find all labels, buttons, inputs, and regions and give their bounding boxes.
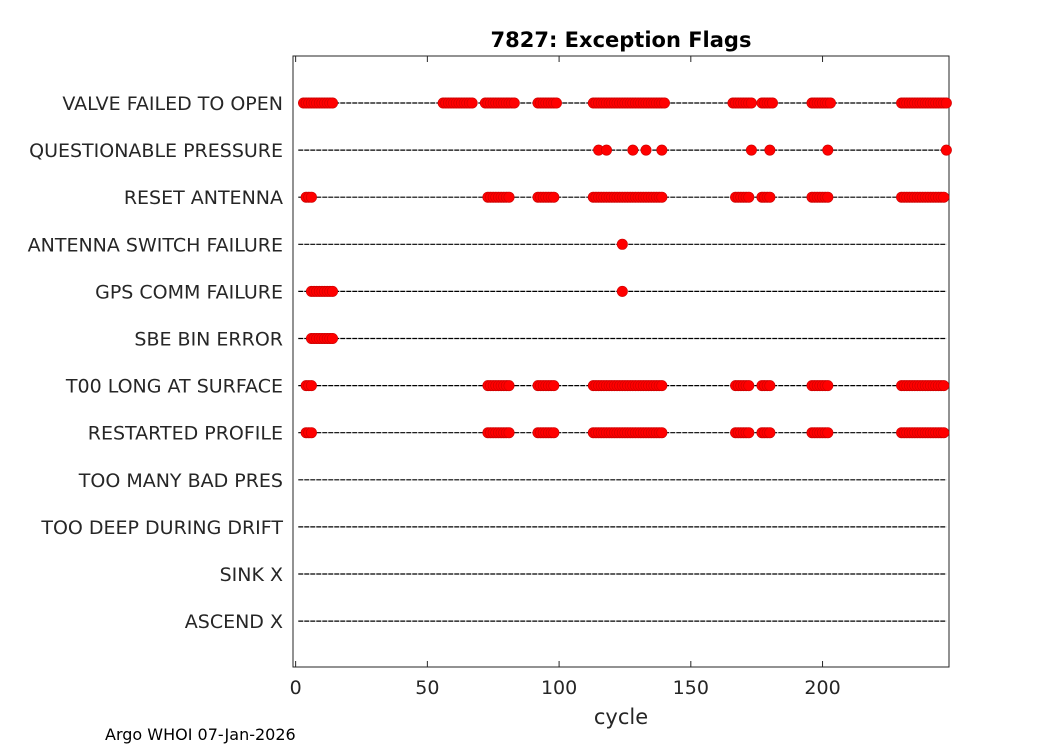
flag-point bbox=[938, 427, 950, 439]
category-label: ANTENNA SWITCH FAILURE bbox=[28, 234, 283, 256]
flag-point bbox=[822, 191, 834, 203]
category-label: RESTARTED PROFILE bbox=[88, 423, 283, 445]
flag-point bbox=[745, 97, 757, 109]
series-markers bbox=[300, 380, 950, 392]
category-labels: VALVE FAILED TO OPEN QUESTIONABLE PRESSUR… bbox=[28, 93, 284, 633]
flag-point bbox=[764, 427, 776, 439]
flag-point bbox=[327, 97, 339, 109]
flag-point bbox=[656, 144, 668, 156]
flag-point bbox=[305, 191, 317, 203]
flag-point bbox=[616, 238, 628, 250]
x-axis-ticks: 0 50 100 150 200 bbox=[290, 56, 841, 699]
flag-point bbox=[940, 144, 952, 156]
flag-point bbox=[601, 144, 613, 156]
series-markers bbox=[300, 191, 950, 203]
x-axis-label: cycle bbox=[594, 705, 648, 729]
category-label: GPS COMM FAILURE bbox=[95, 281, 283, 303]
flag-markers bbox=[298, 97, 952, 439]
flag-point bbox=[616, 285, 628, 297]
flag-point bbox=[627, 144, 639, 156]
flag-point bbox=[764, 380, 776, 392]
x-tick-label: 100 bbox=[541, 677, 577, 699]
category-label: TOO MANY BAD PRES bbox=[78, 470, 283, 492]
flag-point bbox=[656, 427, 668, 439]
footer-credit: Argo WHOI 07-Jan-2026 bbox=[105, 725, 296, 744]
flag-point bbox=[743, 380, 755, 392]
category-label: ASCEND X bbox=[185, 611, 283, 633]
series-markers bbox=[298, 97, 952, 109]
flag-point bbox=[938, 380, 950, 392]
flag-point bbox=[764, 144, 776, 156]
flag-point bbox=[548, 191, 560, 203]
flag-point bbox=[548, 380, 560, 392]
flag-point bbox=[640, 144, 652, 156]
flag-point bbox=[503, 191, 515, 203]
category-label: SBE BIN ERROR bbox=[134, 329, 283, 351]
x-tick-label: 0 bbox=[290, 677, 302, 699]
flag-point bbox=[503, 427, 515, 439]
flag-point bbox=[548, 427, 560, 439]
category-label: RESET ANTENNA bbox=[124, 187, 283, 209]
flag-point bbox=[766, 97, 778, 109]
flag-point bbox=[305, 380, 317, 392]
plot-area-frame bbox=[292, 55, 950, 668]
category-label: T00 LONG AT SURFACE bbox=[65, 376, 283, 398]
flag-point bbox=[508, 97, 520, 109]
category-label: TOO DEEP DURING DRIFT bbox=[40, 517, 283, 539]
flag-point bbox=[938, 191, 950, 203]
flag-point bbox=[745, 144, 757, 156]
flag-point bbox=[822, 427, 834, 439]
series-markers bbox=[593, 144, 952, 156]
x-tick-label: 150 bbox=[673, 677, 709, 699]
x-tick-label: 200 bbox=[804, 677, 840, 699]
flag-point bbox=[822, 144, 834, 156]
flag-point bbox=[743, 191, 755, 203]
flag-point bbox=[305, 427, 317, 439]
flag-point bbox=[550, 97, 562, 109]
flag-point bbox=[327, 285, 339, 297]
flag-point bbox=[764, 191, 776, 203]
category-label: VALVE FAILED TO OPEN bbox=[62, 93, 283, 115]
x-tick-label: 50 bbox=[415, 677, 439, 699]
flag-point bbox=[743, 427, 755, 439]
series-markers bbox=[305, 285, 628, 297]
flag-point bbox=[822, 380, 834, 392]
flag-point bbox=[824, 97, 836, 109]
category-label: SINK X bbox=[220, 564, 283, 586]
flag-point bbox=[658, 97, 670, 109]
flag-point bbox=[940, 97, 952, 109]
flag-point bbox=[503, 380, 515, 392]
flag-point bbox=[656, 380, 668, 392]
flag-point bbox=[656, 191, 668, 203]
flag-point bbox=[327, 332, 339, 344]
category-label: QUESTIONABLE PRESSURE bbox=[29, 140, 283, 162]
series-markers bbox=[305, 332, 339, 344]
flag-point bbox=[466, 97, 478, 109]
chart-title: 7827: Exception Flags bbox=[491, 28, 752, 52]
series-markers bbox=[616, 238, 628, 250]
series-markers bbox=[300, 427, 950, 439]
